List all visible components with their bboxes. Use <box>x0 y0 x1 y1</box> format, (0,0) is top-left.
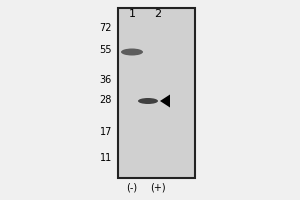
Text: 55: 55 <box>100 45 112 55</box>
Text: 36: 36 <box>100 75 112 85</box>
Text: (+): (+) <box>150 183 166 193</box>
Text: 17: 17 <box>100 127 112 137</box>
Ellipse shape <box>121 48 143 55</box>
Text: 1: 1 <box>128 9 136 19</box>
Text: 28: 28 <box>100 95 112 105</box>
Text: 2: 2 <box>154 9 162 19</box>
Bar <box>118 8 195 178</box>
Ellipse shape <box>138 98 158 104</box>
Text: 11: 11 <box>100 153 112 163</box>
Text: (-): (-) <box>126 183 138 193</box>
Polygon shape <box>160 95 170 108</box>
Text: 72: 72 <box>100 23 112 33</box>
